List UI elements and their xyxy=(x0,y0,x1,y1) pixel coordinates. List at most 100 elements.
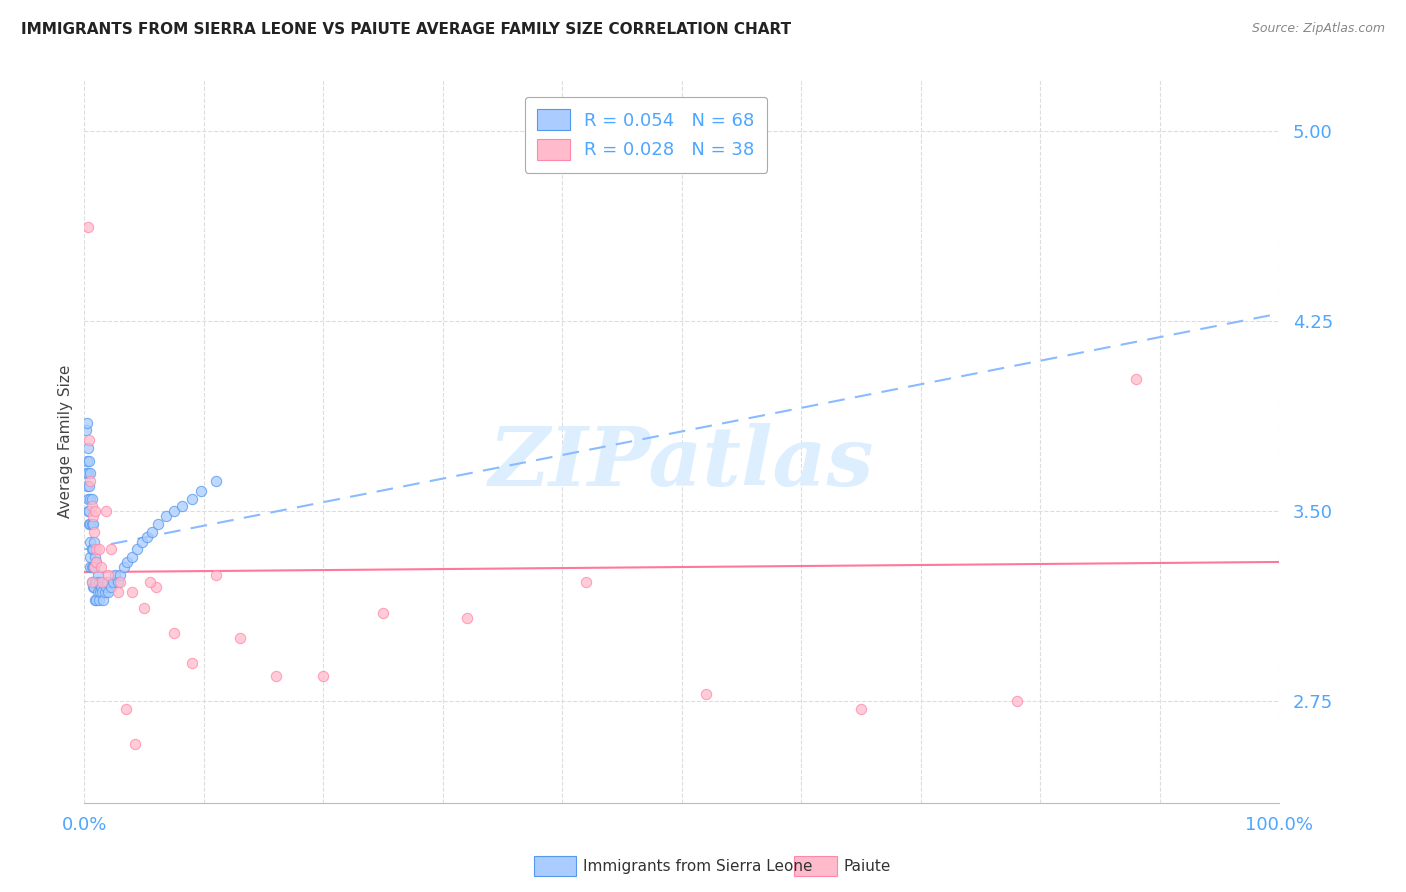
Point xyxy=(87,575,110,590)
Text: ZIPatlas: ZIPatlas xyxy=(489,423,875,503)
Point xyxy=(97,585,120,599)
Point xyxy=(312,669,335,683)
Point xyxy=(125,542,148,557)
Text: Paiute: Paiute xyxy=(844,859,891,873)
Point xyxy=(87,593,110,607)
Point xyxy=(75,423,97,437)
Point xyxy=(155,509,177,524)
Point xyxy=(80,491,103,506)
Text: Immigrants from Sierra Leone: Immigrants from Sierra Leone xyxy=(583,859,813,873)
Point xyxy=(205,567,228,582)
Point xyxy=(90,560,112,574)
Point xyxy=(456,611,478,625)
Point xyxy=(83,580,105,594)
Point xyxy=(89,585,111,599)
Point xyxy=(79,467,101,481)
Point xyxy=(79,491,101,506)
Point xyxy=(77,479,100,493)
Point xyxy=(1005,694,1028,708)
Point xyxy=(86,593,108,607)
Point xyxy=(80,575,103,590)
Point xyxy=(851,702,873,716)
Point xyxy=(121,549,143,564)
Point xyxy=(77,220,100,235)
Point xyxy=(86,585,108,599)
Point xyxy=(77,441,100,455)
Point xyxy=(229,631,252,645)
Point xyxy=(87,542,110,557)
Point xyxy=(91,585,114,599)
Point xyxy=(172,499,194,513)
Point xyxy=(84,593,107,607)
Point xyxy=(96,575,118,590)
Point xyxy=(80,516,103,531)
Point xyxy=(79,474,101,488)
Point xyxy=(86,567,108,582)
Point xyxy=(181,491,204,506)
Point xyxy=(135,530,157,544)
Point xyxy=(84,549,107,564)
Point xyxy=(79,534,101,549)
Point xyxy=(84,504,107,518)
Point xyxy=(264,669,287,683)
Point xyxy=(115,702,138,716)
Point xyxy=(79,560,101,574)
Point xyxy=(104,567,127,582)
Point xyxy=(107,585,129,599)
Point xyxy=(83,560,105,574)
Point xyxy=(91,575,114,590)
Point xyxy=(86,575,108,590)
Point xyxy=(100,580,122,594)
Point xyxy=(82,516,104,531)
Point xyxy=(132,600,156,615)
Point xyxy=(97,567,120,582)
Text: Source: ZipAtlas.com: Source: ZipAtlas.com xyxy=(1251,22,1385,36)
Point xyxy=(79,549,101,564)
Point xyxy=(373,606,395,620)
Point xyxy=(80,542,103,557)
Point xyxy=(82,560,104,574)
Point xyxy=(124,738,146,752)
Point xyxy=(163,504,186,518)
Point xyxy=(77,434,100,448)
Point xyxy=(100,542,122,557)
Point xyxy=(83,560,105,574)
Point xyxy=(77,453,100,467)
Point xyxy=(83,524,105,539)
Point xyxy=(94,580,117,594)
Point xyxy=(76,416,98,430)
Text: IMMIGRANTS FROM SIERRA LEONE VS PAIUTE AVERAGE FAMILY SIZE CORRELATION CHART: IMMIGRANTS FROM SIERRA LEONE VS PAIUTE A… xyxy=(21,22,792,37)
Y-axis label: Average Family Size: Average Family Size xyxy=(58,365,73,518)
Point xyxy=(181,657,204,671)
Point xyxy=(77,491,100,506)
Point xyxy=(86,542,108,557)
Point xyxy=(112,560,135,574)
Point xyxy=(148,516,170,531)
Point xyxy=(76,479,98,493)
Point xyxy=(80,575,103,590)
Point xyxy=(86,555,108,569)
Point xyxy=(131,534,153,549)
Point xyxy=(77,504,100,518)
Point xyxy=(93,593,115,607)
Point xyxy=(80,499,103,513)
Point xyxy=(145,580,167,594)
Point xyxy=(84,575,107,590)
Legend: R = 0.054   N = 68, R = 0.028   N = 38: R = 0.054 N = 68, R = 0.028 N = 38 xyxy=(524,96,768,172)
Point xyxy=(101,575,124,590)
Point xyxy=(76,453,98,467)
Point xyxy=(75,467,97,481)
Point xyxy=(93,585,115,599)
Point xyxy=(110,575,132,590)
Point xyxy=(86,555,108,569)
Point xyxy=(94,504,117,518)
Point xyxy=(82,509,104,524)
Point xyxy=(575,575,598,590)
Point xyxy=(139,575,162,590)
Point xyxy=(1125,372,1147,386)
Point xyxy=(110,567,132,582)
Point xyxy=(90,580,112,594)
Point xyxy=(77,516,100,531)
Point xyxy=(117,555,139,569)
Point xyxy=(107,575,129,590)
